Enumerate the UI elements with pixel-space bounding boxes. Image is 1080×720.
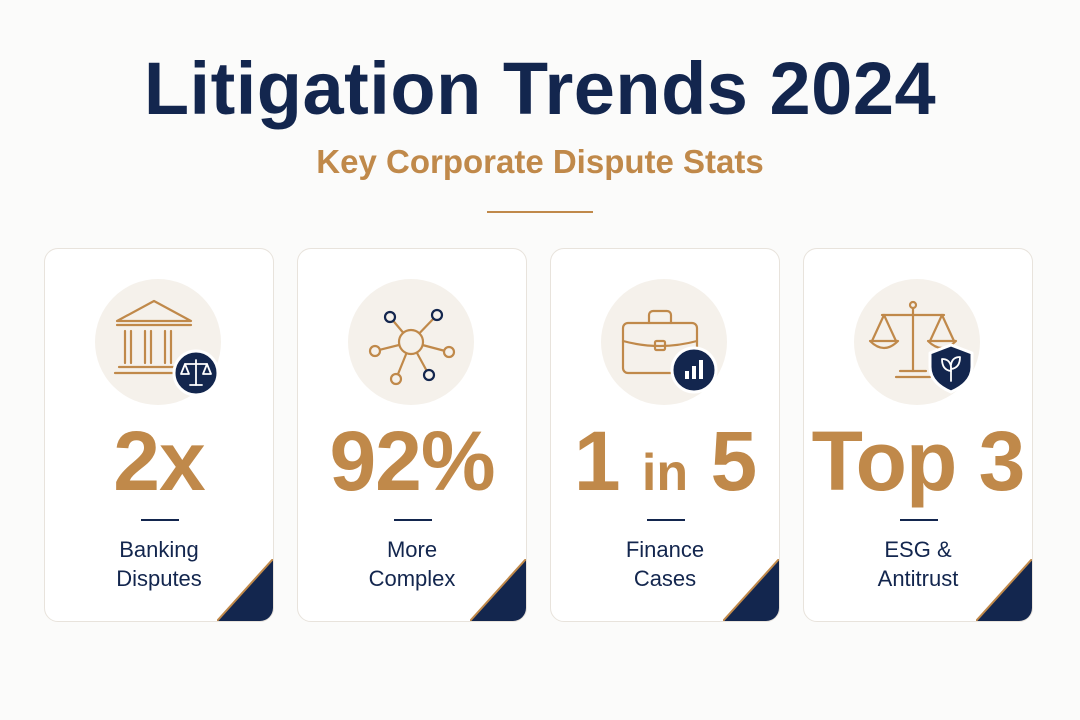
- icon-circle: [95, 279, 221, 405]
- stat-value-part: in: [641, 444, 689, 502]
- page-title: Litigation Trends 2024: [143, 47, 937, 130]
- stat-value: 92%: [329, 414, 495, 508]
- stat-card-finance: 1 in 5 Finance Cases: [550, 248, 780, 622]
- stat-card-esg: Top 3 ESG & Antitrust: [803, 248, 1033, 622]
- stat-label-line: More: [386, 537, 438, 562]
- scales-badge-icon: [172, 349, 220, 397]
- stat-value: Top 3: [811, 414, 1026, 508]
- stat-value-part: 1: [573, 414, 621, 508]
- stat-card-banking: 2x Banking Disputes: [44, 248, 274, 622]
- page-subtitle: Key Corporate Dispute Stats: [316, 143, 764, 180]
- stat-label: ESG & Antitrust: [804, 535, 1032, 593]
- stat-label-line: Banking: [119, 537, 199, 562]
- stat-card-complexity: 92% More Complex: [297, 248, 527, 622]
- stat-label: More Complex: [298, 535, 526, 593]
- stat-label-line: ESG &: [884, 537, 952, 562]
- courthouse-icon: [113, 299, 193, 375]
- stat-label-line: Complex: [368, 566, 456, 591]
- title-divider: [487, 211, 593, 213]
- stat-divider: [141, 519, 179, 521]
- corner-accent: [723, 559, 779, 621]
- stat-value-part: 5: [710, 414, 757, 508]
- stat-divider: [647, 519, 685, 521]
- stat-label-line: Cases: [633, 566, 697, 591]
- corner-accent: [217, 559, 273, 621]
- stat-label-line: Antitrust: [877, 566, 959, 591]
- stat-divider: [394, 519, 432, 521]
- network-nodes-icon: [368, 308, 456, 386]
- icon-circle: [348, 279, 474, 405]
- corner-accent: [470, 559, 526, 621]
- icon-circle: [601, 279, 727, 405]
- stat-divider: [900, 519, 938, 521]
- corner-accent: [976, 559, 1032, 621]
- leaf-shield-badge-icon: [928, 343, 974, 394]
- stat-value: 1 in 5: [551, 419, 779, 503]
- scales-icon: [868, 300, 958, 379]
- stat-value: 2x: [113, 414, 205, 508]
- stat-label: Banking Disputes: [45, 535, 273, 593]
- icon-circle: [854, 279, 980, 405]
- stat-label: Finance Cases: [551, 535, 779, 593]
- stat-label-line: Disputes: [116, 566, 202, 591]
- stat-label-line: Finance: [625, 537, 705, 562]
- bar-chart-badge-icon: [670, 346, 718, 394]
